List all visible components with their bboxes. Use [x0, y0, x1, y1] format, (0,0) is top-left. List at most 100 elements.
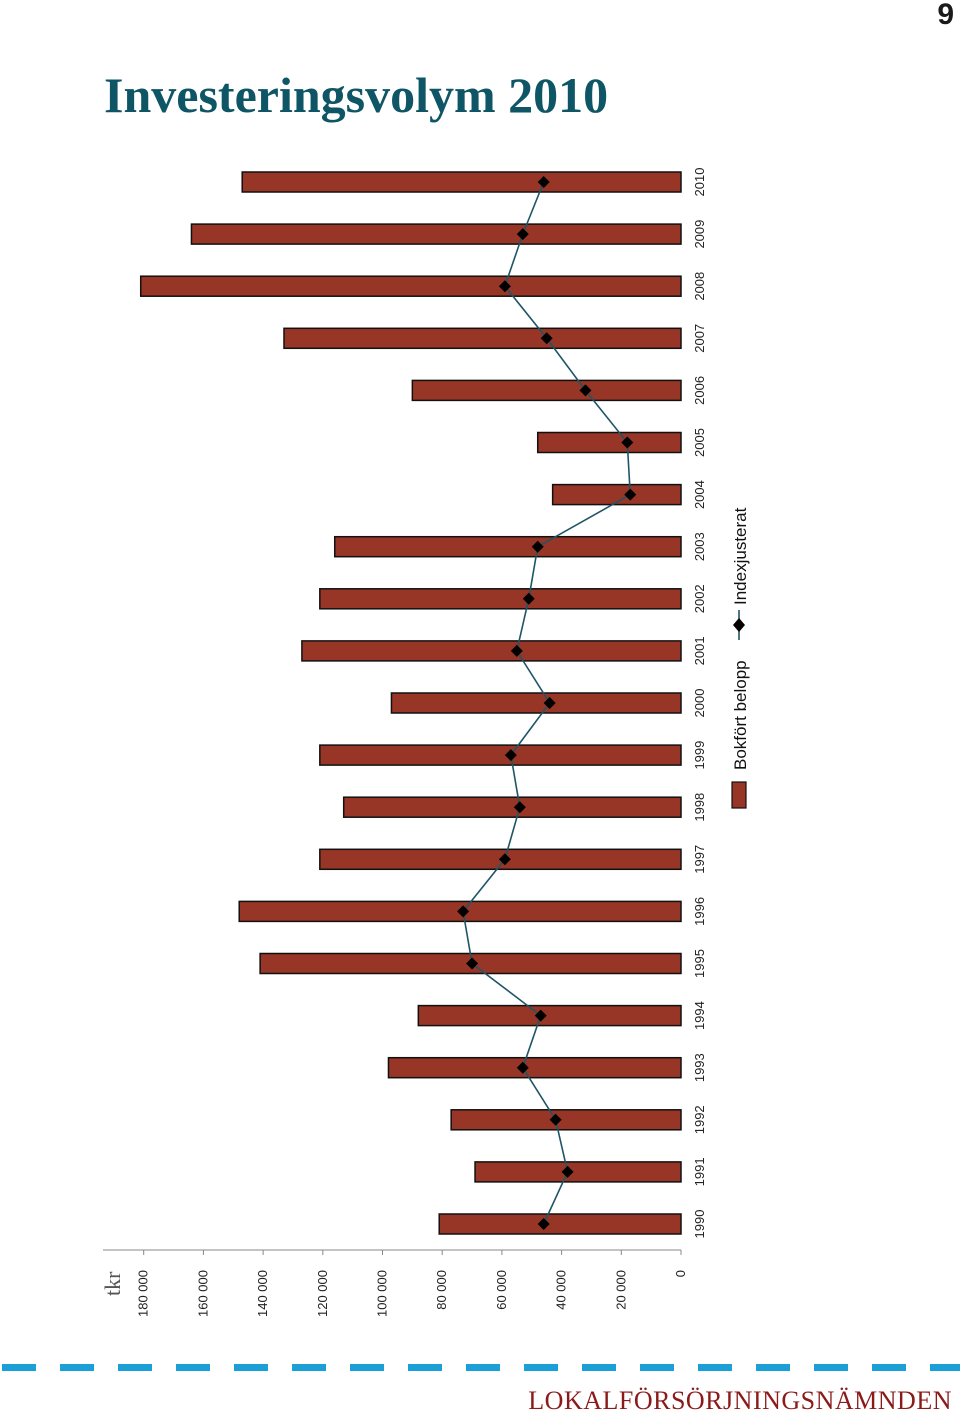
page-title: Investeringsvolym 2010 [104, 67, 609, 123]
category-label: 1993 [692, 1053, 707, 1082]
legend-line-label: Indexjusterat [731, 507, 750, 605]
value-tick-label: 80 000 [434, 1270, 449, 1310]
index-marker-1992 [549, 1113, 562, 1126]
category-axis: 1990 1991 1992 1993 1994 1995 1996 1997 1998 1999… [692, 168, 707, 1239]
index-marker-1999 [504, 749, 517, 762]
bar-1992 [450, 1109, 682, 1131]
index-marker-1993 [516, 1061, 529, 1074]
index-marker-2008 [498, 280, 511, 293]
index-marker-1991 [561, 1165, 574, 1178]
bar-1999 [319, 744, 682, 766]
bar-1994 [417, 1004, 682, 1027]
category-label: 2006 [692, 376, 707, 405]
bar-1990 [438, 1213, 682, 1235]
category-label: 1994 [692, 1001, 707, 1030]
category-label: 1998 [692, 793, 707, 822]
index-marker-2004 [624, 488, 637, 501]
footer-dash [292, 1364, 326, 1371]
index-marker-2007 [540, 332, 553, 345]
bar-1993 [387, 1056, 682, 1079]
category-label: 2000 [692, 689, 707, 718]
value-tick-label: 40 000 [554, 1270, 569, 1310]
investment-chart: 0 20 000 40 000 60 000 80 000 100 000 120 000 1… [100, 168, 750, 1317]
legend-bar-label: Bokfört belopp [731, 660, 750, 770]
category-label: 1997 [692, 845, 707, 874]
footer-dash [2, 1364, 36, 1371]
index-marker-2000 [543, 697, 556, 709]
value-tick-label: 160 000 [195, 1270, 210, 1317]
value-tick-label: 120 000 [315, 1270, 330, 1317]
footer-dash [466, 1364, 500, 1371]
index-marker-1997 [498, 853, 511, 866]
bar-2001 [301, 640, 682, 662]
value-axis: 0 20 000 40 000 60 000 80 000 100 000 120 000 1… [103, 1249, 688, 1317]
index-marker-2010 [537, 176, 550, 188]
footer-dash-line [0, 1364, 960, 1372]
footer-dash [408, 1364, 442, 1371]
bar-2004 [551, 483, 682, 506]
category-label: 1995 [692, 949, 707, 978]
footer-dash [176, 1364, 210, 1371]
legend: Bokfört belopp Indexjusterat [731, 507, 750, 809]
footer-dash [234, 1364, 268, 1371]
category-label: 2004 [692, 480, 707, 509]
category-label: 1992 [692, 1105, 707, 1134]
footer-dash [524, 1364, 558, 1371]
footer-dash [930, 1364, 960, 1371]
value-tick-label: 0 [673, 1270, 688, 1277]
footer-dash [640, 1364, 674, 1371]
category-label: 2003 [692, 532, 707, 561]
bar-2003 [333, 535, 682, 558]
index-marker-2005 [621, 436, 634, 449]
bar-1991 [474, 1161, 682, 1183]
index-marker-2002 [522, 592, 535, 605]
index-marker-2009 [516, 228, 529, 241]
index-marker-1998 [513, 801, 526, 814]
category-label: 1996 [692, 897, 707, 926]
footer-dash [118, 1364, 152, 1371]
value-tick-label: 100 000 [375, 1270, 390, 1317]
category-label: 2009 [692, 220, 707, 249]
value-tick-label: 140 000 [255, 1270, 270, 1317]
category-label: 2007 [692, 324, 707, 353]
category-label: 2002 [692, 584, 707, 613]
unit-label: tkr [100, 1271, 125, 1296]
bar-2002 [319, 588, 682, 610]
footer-dash [698, 1364, 732, 1371]
bar-2005 [536, 431, 682, 454]
bar-series [139, 171, 682, 1235]
footer-organization: LOKALFÖRSÖRJNINGSNÄMNDEN [528, 1386, 952, 1415]
bar-2007 [283, 327, 682, 350]
bar-1998 [342, 796, 682, 818]
index-marker-1994 [534, 1009, 547, 1022]
legend-line-marker [733, 618, 745, 632]
footer-dash [814, 1364, 848, 1371]
page-number: 9 [937, 0, 954, 31]
index-marker-2006 [579, 384, 592, 397]
bar-2006 [411, 379, 682, 402]
footer-dash [582, 1364, 616, 1371]
footer-dash [60, 1364, 94, 1371]
footer-dash [350, 1364, 384, 1371]
category-label: 2010 [692, 168, 707, 197]
index-marker-1996 [457, 905, 470, 918]
index-marker-2001 [510, 644, 523, 657]
bar-2010 [241, 171, 682, 193]
category-label: 1990 [692, 1210, 707, 1239]
value-tick-label: 20 000 [613, 1270, 628, 1310]
category-label: 2008 [692, 272, 707, 301]
line-series [457, 176, 637, 1230]
footer-dash [872, 1364, 906, 1371]
legend-bar-swatch [731, 781, 747, 809]
category-label: 2005 [692, 428, 707, 457]
index-marker-1995 [466, 957, 479, 970]
category-label: 2001 [692, 636, 707, 665]
bar-2000 [390, 692, 682, 714]
index-marker-2003 [531, 540, 544, 553]
value-tick-label: 180 000 [136, 1270, 151, 1317]
category-label: 1999 [692, 741, 707, 770]
bar-2008 [139, 275, 682, 297]
value-tick-label: 60 000 [494, 1270, 509, 1310]
category-label: 1991 [692, 1157, 707, 1186]
footer-dash [756, 1364, 790, 1371]
